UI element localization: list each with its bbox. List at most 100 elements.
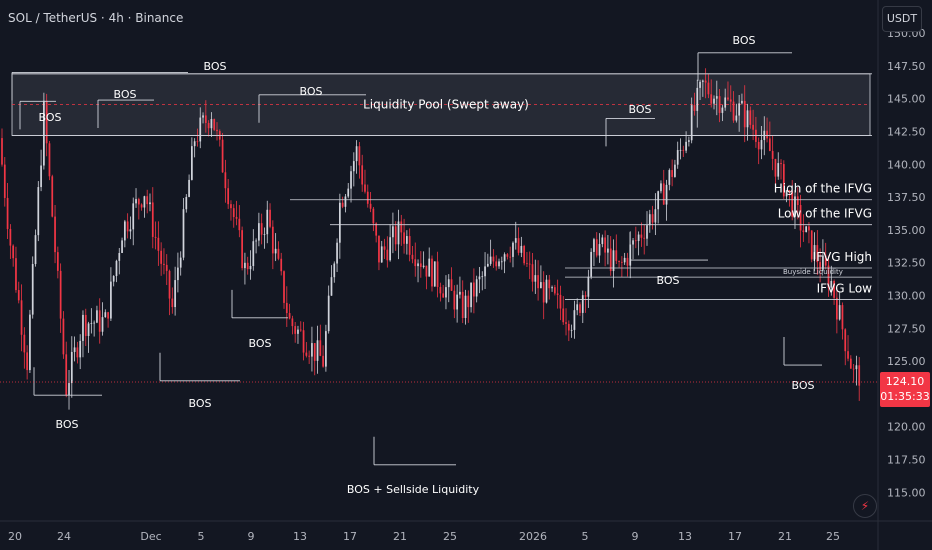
candle-body [523, 245, 526, 264]
candle-body [847, 351, 849, 359]
current-price-value: 124.10 [885, 375, 925, 388]
candle-body [302, 330, 305, 353]
candle-body [838, 305, 841, 320]
x-tick-label: 24 [57, 530, 71, 543]
candle-body [196, 141, 199, 143]
candle-body [76, 347, 79, 358]
candle-body [260, 223, 263, 235]
candle-body [701, 80, 704, 82]
candle-body [453, 290, 456, 310]
candle-body [193, 141, 196, 147]
candle-body [662, 183, 665, 205]
lightning-icon[interactable]: ⚡ [853, 494, 877, 518]
x-tick-label: 20 [8, 530, 22, 543]
candle-body [336, 242, 338, 264]
currency-unit-button[interactable]: USDT [882, 6, 922, 32]
candle-body [274, 248, 277, 254]
y-tick-label: 132.50 [887, 257, 926, 270]
candle-body [685, 141, 687, 151]
x-tick-label: 2026 [519, 530, 547, 543]
candle-body [514, 238, 517, 243]
candle-body [394, 226, 397, 245]
liquidity-pool-label: Liquidity Pool (Swept away) [363, 98, 529, 112]
candle-body [752, 124, 754, 130]
candle-body [271, 226, 274, 254]
candle-body [816, 245, 819, 263]
candle-body [827, 265, 830, 288]
x-tick-label: 25 [826, 530, 840, 543]
buyside-liquidity-label: Buyside Liquidity [783, 268, 843, 276]
bos-markers: BOS BOS BOS BOS BOS BOS BOS BOS BOS BOS + Sellsid… [11, 34, 822, 496]
candle-body [224, 172, 227, 189]
candle-body [833, 281, 835, 298]
candle-body [291, 318, 294, 327]
candle-body [110, 281, 112, 319]
candle-body [459, 291, 461, 295]
candle-body [660, 183, 662, 192]
candle-body [305, 352, 308, 356]
candle-body [567, 323, 570, 331]
candle-body [791, 191, 794, 217]
candle-body [439, 287, 442, 294]
candle-body [123, 221, 126, 241]
candle-body [696, 87, 699, 111]
candle-body [634, 240, 637, 242]
candle-body [738, 103, 741, 116]
time-axis[interactable]: 20 24 Dec 5 9 13 17 21 25 2026 5 9 13 17 21 25 [8, 530, 840, 543]
candle-body [581, 295, 584, 313]
candle-body [503, 254, 506, 262]
candle-body [118, 253, 121, 261]
candle-body [425, 265, 428, 277]
candle-body [743, 100, 746, 128]
candle-body [210, 119, 213, 129]
candle-body [498, 261, 500, 267]
symbol-title[interactable]: SOL / TetherUS · 4h · Binance [8, 11, 184, 25]
candle-body [121, 240, 123, 254]
candle-body [299, 329, 302, 331]
candle-body [556, 293, 559, 295]
candle-body [191, 146, 193, 180]
candles [1, 68, 861, 410]
candle-body [601, 237, 604, 245]
candle-body [204, 115, 207, 123]
candle-body [12, 245, 15, 259]
candle-body [422, 265, 425, 267]
candle-body [473, 282, 475, 297]
candle-body [713, 98, 715, 104]
candle-body [403, 232, 405, 244]
candle-body [43, 100, 45, 166]
candle-body [90, 323, 93, 324]
candle-body [852, 368, 855, 370]
candle-body [325, 331, 327, 367]
candle-body [344, 196, 347, 207]
candle-body [651, 214, 654, 223]
candle-body [621, 261, 623, 263]
candle-body [707, 82, 710, 95]
y-tick-label: 120.00 [887, 421, 926, 434]
candle-body [587, 276, 590, 297]
candle-body [277, 248, 280, 259]
candle-body [157, 237, 160, 251]
candle-body [478, 276, 481, 280]
candle-body [93, 322, 96, 324]
candle-body [20, 300, 23, 335]
candle-body [369, 203, 372, 209]
bos-label: BOS [189, 397, 212, 410]
bos-label: BOS + Sellside Liquidity [347, 483, 480, 496]
candle-body [727, 97, 729, 100]
level-label: High of the IFVG [774, 182, 872, 196]
candle-body [771, 150, 774, 159]
candle-body [690, 105, 693, 141]
candle-body [545, 279, 548, 303]
candle-body [163, 263, 165, 265]
candle-body [65, 354, 68, 395]
price-axis[interactable]: 115.00117.50120.00122.50125.00127.50130.… [887, 27, 926, 499]
x-tick-label: 17 [728, 530, 742, 543]
bos-label: BOS [56, 418, 79, 431]
candle-body [338, 202, 341, 243]
candle-body [475, 279, 478, 297]
candle-body [98, 310, 101, 332]
candle-body [383, 246, 386, 250]
candle-body [419, 263, 422, 267]
